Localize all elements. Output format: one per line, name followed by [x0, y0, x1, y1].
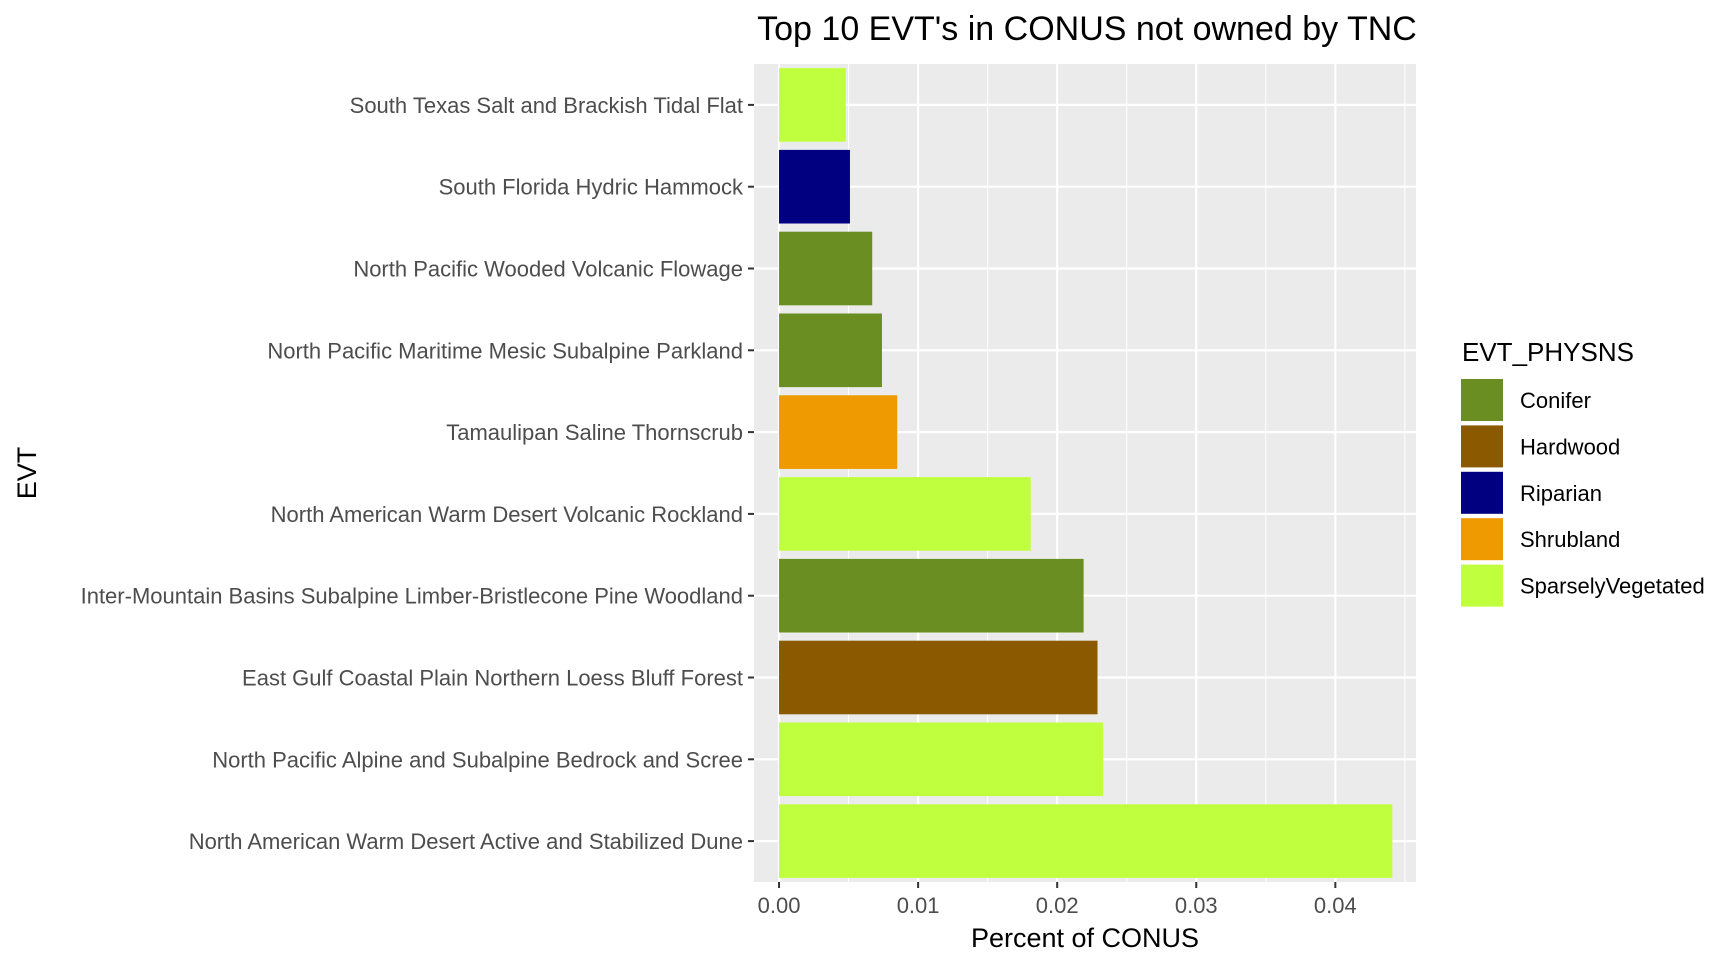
bar [779, 313, 882, 388]
x-axis-title: Percent of CONUS [971, 923, 1199, 953]
legend-label: Hardwood [1520, 434, 1620, 459]
y-tick-label: South Florida Hydric Hammock [439, 175, 744, 200]
y-axis: South Texas Salt and Brackish Tidal Flat… [81, 93, 754, 854]
y-tick-label: North American Warm Desert Active and St… [189, 829, 743, 854]
x-tick-label: 0.00 [758, 893, 801, 918]
legend-title: EVT_PHYSNS [1462, 337, 1634, 367]
x-tick-label: 0.02 [1036, 893, 1079, 918]
legend-swatch [1461, 564, 1503, 607]
legend-label: Conifer [1520, 388, 1591, 413]
legend-swatch [1461, 379, 1503, 421]
legend-label: Riparian [1520, 481, 1602, 506]
y-tick-label: Tamaulipan Saline Thornscrub [446, 420, 743, 445]
x-axis: 0.00 0.01 0.02 0.03 0.04 [758, 882, 1357, 918]
legend-label: Shrubland [1520, 527, 1620, 552]
y-tick-label: North Pacific Maritime Mesic Subalpine P… [267, 338, 743, 363]
x-tick-label: 0.03 [1175, 893, 1218, 918]
y-tick-label: East Gulf Coastal Plain Northern Loess B… [242, 666, 743, 691]
bar [779, 640, 1098, 715]
bar [779, 722, 1104, 797]
bar [779, 477, 1031, 551]
bar [779, 149, 850, 224]
x-tick-label: 0.01 [897, 893, 940, 918]
bar [779, 395, 898, 469]
legend-swatch [1461, 518, 1503, 561]
x-tick-label: 0.04 [1314, 893, 1357, 918]
y-tick-label: North Pacific Wooded Volcanic Flowage [353, 257, 743, 282]
bar [779, 558, 1084, 633]
bar [779, 231, 873, 306]
y-tick-label: North American Warm Desert Volcanic Rock… [271, 502, 743, 527]
y-axis-title: EVT [12, 447, 42, 500]
bar [779, 68, 846, 142]
legend-label: SparselyVegetated [1520, 574, 1705, 599]
y-tick-label: Inter-Mountain Basins Subalpine Limber-B… [81, 584, 743, 609]
legend-keys: Conifer Hardwood Riparian Shrubland Sparsely… [1461, 379, 1705, 607]
y-tick-label: North Pacific Alpine and Subalpine Bedro… [212, 747, 743, 772]
bar [779, 804, 1393, 878]
legend-swatch [1461, 425, 1503, 468]
legend-swatch [1461, 471, 1503, 514]
bars [779, 68, 1393, 878]
legend: EVT_PHYSNS Conifer Hardwood Riparian Shrubl… [1461, 337, 1705, 607]
y-tick-label: South Texas Salt and Brackish Tidal Flat [350, 93, 743, 118]
chart-title: Top 10 EVT's in CONUS not owned by TNC [757, 10, 1417, 48]
